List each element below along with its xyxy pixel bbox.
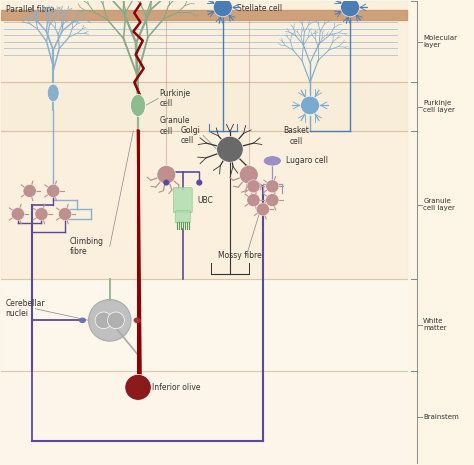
Text: UBC: UBC <box>197 196 213 205</box>
Circle shape <box>247 194 260 206</box>
Text: White
matter: White matter <box>423 319 447 332</box>
Text: Molecular
layer: Molecular layer <box>423 35 457 48</box>
Text: Golgi
cell: Golgi cell <box>181 126 201 145</box>
Text: Mossy fibre: Mossy fibre <box>218 251 262 260</box>
Circle shape <box>341 0 359 17</box>
Ellipse shape <box>130 94 146 116</box>
Circle shape <box>11 207 25 220</box>
Text: Brainstem: Brainstem <box>423 414 459 420</box>
Text: Lugaro cell: Lugaro cell <box>286 156 328 166</box>
Circle shape <box>239 166 258 184</box>
Text: Cerebellar
nuclei: Cerebellar nuclei <box>5 299 45 319</box>
Circle shape <box>247 180 260 193</box>
Circle shape <box>58 207 72 220</box>
Circle shape <box>301 96 319 115</box>
Text: Stellate cell: Stellate cell <box>237 4 282 13</box>
Ellipse shape <box>47 84 59 102</box>
Text: Granule
cell: Granule cell <box>159 117 190 136</box>
Ellipse shape <box>264 156 281 166</box>
Text: Purkinje
cell: Purkinje cell <box>159 89 191 108</box>
Circle shape <box>266 194 279 206</box>
Circle shape <box>23 185 36 197</box>
Text: Parallel fibre: Parallel fibre <box>6 5 55 14</box>
Circle shape <box>125 374 151 400</box>
Circle shape <box>256 203 270 216</box>
Circle shape <box>108 312 124 329</box>
FancyBboxPatch shape <box>173 188 192 213</box>
FancyBboxPatch shape <box>175 211 191 223</box>
Text: Basket
cell: Basket cell <box>283 126 309 146</box>
Circle shape <box>46 185 60 197</box>
Text: Inferior olive: Inferior olive <box>152 383 201 392</box>
Text: Granule
cell layer: Granule cell layer <box>423 198 455 211</box>
Circle shape <box>157 166 176 184</box>
Circle shape <box>217 136 243 162</box>
Circle shape <box>89 299 131 341</box>
Circle shape <box>266 180 279 193</box>
Circle shape <box>213 0 232 17</box>
Circle shape <box>95 312 112 329</box>
Ellipse shape <box>134 318 140 322</box>
Text: Climbing
fibre: Climbing fibre <box>70 237 104 256</box>
Circle shape <box>197 180 201 185</box>
Ellipse shape <box>80 318 85 322</box>
Circle shape <box>164 180 169 185</box>
Circle shape <box>35 207 48 220</box>
Text: Purkinje
cell layer: Purkinje cell layer <box>423 100 455 113</box>
